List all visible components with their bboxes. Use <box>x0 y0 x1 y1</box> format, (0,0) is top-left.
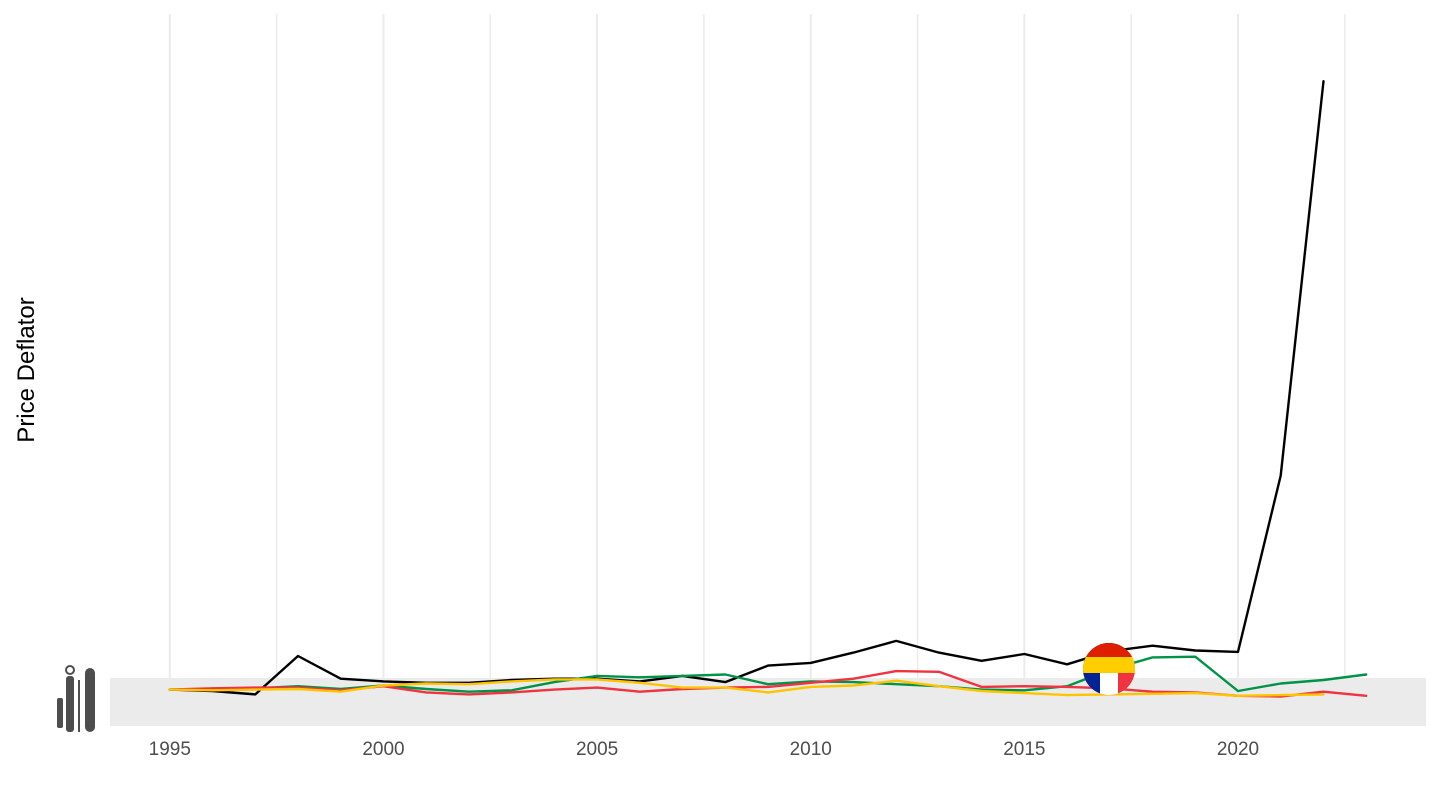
flag-france-white-icon <box>1100 669 1118 695</box>
gridlines <box>168 14 1346 726</box>
y-glyph-icon <box>85 668 95 732</box>
x-tick-label: 2010 <box>790 739 832 760</box>
y-axis-flag-glyphs <box>57 665 95 732</box>
x-tick-label: 2015 <box>1003 739 1045 760</box>
series-line-4 <box>168 678 1325 697</box>
x-tick-label: 2005 <box>576 739 618 760</box>
y-axis-title: Price Deflator <box>13 297 40 442</box>
flag-germany-stripe-icon <box>1083 643 1135 657</box>
x-axis-tick-labels: 1995 2000 2005 2010 2015 2020 <box>149 739 1259 760</box>
y-glyph-icon <box>66 676 74 732</box>
flag-germany-gold-icon <box>1083 657 1135 673</box>
y-glyph-icon <box>78 680 80 732</box>
x-tick-label: 2020 <box>1217 739 1259 760</box>
series-lines <box>168 80 1368 698</box>
x-tick-label: 1995 <box>149 739 191 760</box>
y-glyph-icon <box>57 698 63 728</box>
y-glyph-icon <box>65 665 75 675</box>
x-tick-label: 2000 <box>362 739 404 760</box>
country-flags-marker <box>1083 643 1135 695</box>
series-line-1 <box>168 80 1325 696</box>
